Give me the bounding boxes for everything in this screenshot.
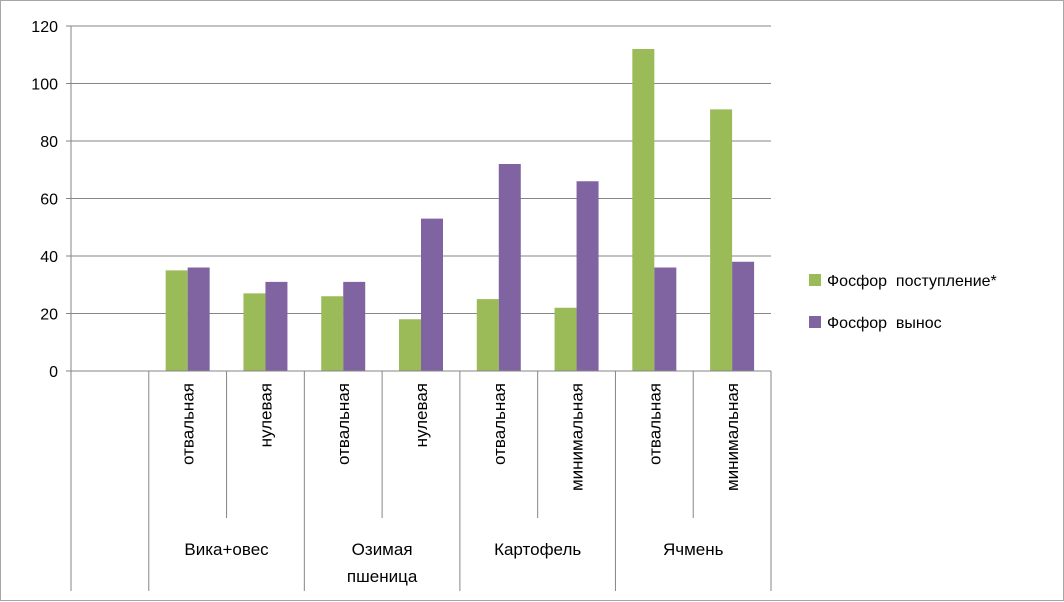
x-group-label: Картофель: [494, 540, 581, 559]
x-group-label: Озимая: [352, 540, 413, 559]
x-group-label: Ячмень: [663, 540, 724, 559]
bar-vynos: [265, 281, 288, 371]
bar-vynos: [498, 164, 521, 371]
bar-postuplenie: [243, 293, 266, 371]
x-axis-categories: отвальная нулевая отвальная нулевая отвальна…: [179, 383, 742, 491]
x-category-label: нулевая: [412, 383, 431, 447]
legend: Фосфор поступление* Фосфор вынос: [809, 273, 997, 332]
bar-vynos: [421, 218, 443, 371]
y-tick-label: 40: [40, 249, 58, 266]
x-category-label: отвальная: [490, 383, 509, 465]
x-category-label: минимальная: [568, 383, 587, 491]
bars: [165, 49, 755, 371]
x-category-label: нулевая: [256, 383, 275, 447]
y-tick-label: 100: [31, 77, 58, 94]
bar-postuplenie: [321, 296, 344, 371]
x-group-label: Вика+овес: [184, 540, 269, 559]
bar-postuplenie: [554, 307, 577, 371]
y-axis-ticks: 0 20 40 60 80 100 120: [31, 19, 58, 381]
bar-postuplenie: [165, 270, 188, 371]
bar-vynos: [343, 281, 366, 371]
x-category-label: отвальная: [334, 383, 353, 465]
bar-postuplenie: [399, 319, 421, 371]
legend-swatch: [809, 316, 821, 328]
bar-postuplenie: [710, 109, 733, 371]
y-tick-label: 0: [49, 364, 58, 381]
x-category-label: отвальная: [179, 383, 198, 465]
axes: [66, 25, 772, 591]
bar-vynos: [187, 267, 210, 371]
x-group-label: пшеница: [347, 567, 418, 586]
x-category-label: минимальная: [723, 383, 742, 491]
x-category-label: отвальная: [645, 383, 664, 465]
legend-label: Фосфор вынос: [827, 315, 942, 332]
bar-postuplenie: [632, 49, 655, 371]
x-axis-groups: Вика+овес Озимая пшеница Картофель Ячмень: [184, 540, 723, 586]
y-tick-label: 60: [40, 192, 58, 209]
y-tick-label: 80: [40, 134, 58, 151]
bar-postuplenie: [476, 299, 499, 371]
y-tick-label: 120: [31, 19, 58, 36]
bar-vynos: [654, 267, 677, 371]
legend-swatch: [809, 274, 821, 286]
y-tick-label: 20: [40, 307, 58, 324]
bar-vynos: [732, 261, 755, 371]
bar-vynos: [576, 181, 599, 371]
legend-label: Фосфор поступление*: [827, 273, 997, 290]
